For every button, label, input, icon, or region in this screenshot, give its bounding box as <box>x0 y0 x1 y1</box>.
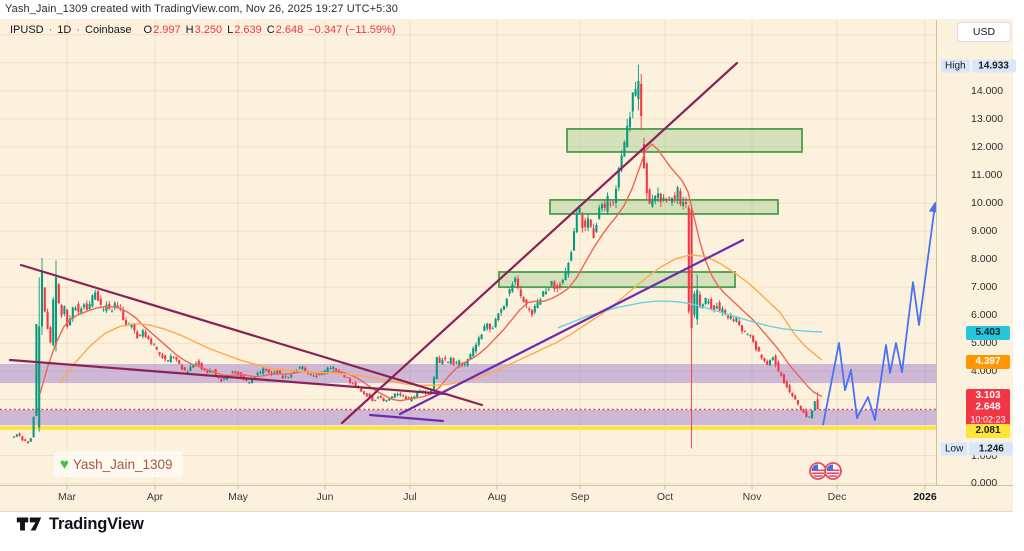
price-tick-label: 6.000 <box>971 309 998 321</box>
time-axis-label-2026: 2026 <box>913 491 937 503</box>
high-tag: High <box>941 59 970 73</box>
time-axis-label-Nov: Nov <box>742 491 762 503</box>
price-tick-label: 0.000 <box>971 477 998 489</box>
price-tick-label: 14.000 <box>971 85 1004 97</box>
low-price-label: Low 1.246 <box>941 442 1014 456</box>
time-axis-label-Jun: Jun <box>316 491 334 503</box>
close-value: 2.648 <box>275 24 304 36</box>
low-value: 1.246 <box>969 442 1014 456</box>
price-chip-2.648: 2.648 10:02:23 <box>966 400 1010 426</box>
legend-separator: · <box>48 24 53 36</box>
time-axis-label-Oct: Oct <box>656 491 674 503</box>
flag-emoji-drawings[interactable] <box>809 462 842 480</box>
price-tick-label: 13.000 <box>971 113 1004 125</box>
watermark: ♥ Yash_Jain_1309 <box>54 451 183 477</box>
watermark-username: Yash_Jain_1309 <box>72 456 173 472</box>
time-axis-label-May: May <box>228 491 248 503</box>
time-axis-label-Sep: Sep <box>570 491 590 503</box>
close-label: C <box>266 24 275 36</box>
price-tick-label: 10.000 <box>971 197 1004 209</box>
time-axis-label-Mar: Mar <box>57 491 77 503</box>
high-price-label: High 14.933 <box>941 59 1016 73</box>
time-axis-label-Aug: Aug <box>487 491 507 503</box>
low-tag: Low <box>941 442 968 456</box>
currency-toggle-button[interactable]: USD <box>957 22 1011 42</box>
price-tick-label: 5.000 <box>971 337 998 349</box>
chart-background <box>0 19 1013 512</box>
price-chip-4.397: 4.397 <box>966 355 1010 369</box>
low-label: L <box>227 24 234 36</box>
green-heart-icon: ♥ <box>60 455 69 473</box>
tradingview-logo-text: TradingView <box>49 514 144 533</box>
time-axis-label-Apr: Apr <box>146 491 164 503</box>
price-tick-label: 7.000 <box>971 281 998 293</box>
us-flag-circle-icon[interactable] <box>824 462 842 480</box>
high-value: 14.933 <box>971 59 1016 73</box>
price-tick-label: 12.000 <box>971 141 1004 153</box>
price-tick-label: 8.000 <box>971 253 998 265</box>
open-value: 2.997 <box>153 24 181 36</box>
price-tick-label: 11.000 <box>971 169 1003 181</box>
high-label: H <box>185 24 194 36</box>
exchange-label[interactable]: Coinbase <box>85 24 132 36</box>
low-value: 2.639 <box>234 24 262 36</box>
time-axis-label-Jul: Jul <box>403 491 417 503</box>
time-axis-label-Dec: Dec <box>827 491 847 503</box>
price-tick-label: 9.000 <box>971 225 998 237</box>
symbol-name[interactable]: IPUSD <box>10 24 44 36</box>
change-value: −0.347 (−11.59%) <box>308 24 396 36</box>
attribution-text: Yash_Jain_1309 created with TradingView.… <box>5 3 398 15</box>
tradingview-logo[interactable]: TradingView <box>16 514 144 534</box>
high-value: 3.250 <box>194 24 223 36</box>
price-chip-3.103: 3.103 <box>966 389 1010 403</box>
price-chip-2.081: 2.081 <box>966 424 1010 438</box>
legend-separator: · <box>76 24 81 36</box>
open-label: O <box>143 24 153 36</box>
tradingview-logo-icon <box>16 517 42 531</box>
price-chip-5.403: 5.403 <box>966 326 1010 340</box>
interval-label[interactable]: 1D <box>57 24 72 36</box>
symbol-legend: IPUSD · 1D · Coinbase O 2.997 H 3.250 L 2.6… <box>10 24 395 36</box>
